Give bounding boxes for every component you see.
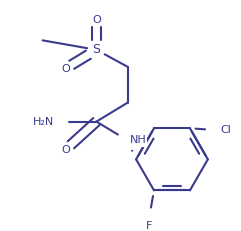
- Text: NH: NH: [129, 135, 146, 146]
- Text: Cl: Cl: [220, 125, 231, 135]
- Text: F: F: [146, 221, 153, 231]
- Text: O: O: [61, 145, 70, 155]
- Text: S: S: [92, 43, 100, 56]
- Text: O: O: [61, 64, 70, 74]
- Text: O: O: [92, 15, 101, 24]
- Text: H₂N: H₂N: [33, 117, 54, 127]
